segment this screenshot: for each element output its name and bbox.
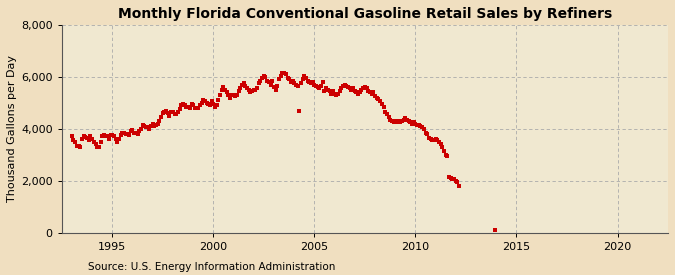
Text: Source: U.S. Energy Information Administration: Source: U.S. Energy Information Administ… — [88, 262, 335, 272]
Title: Monthly Florida Conventional Gasoline Retail Sales by Refiners: Monthly Florida Conventional Gasoline Re… — [117, 7, 612, 21]
Y-axis label: Thousand Gallons per Day: Thousand Gallons per Day — [7, 55, 17, 202]
